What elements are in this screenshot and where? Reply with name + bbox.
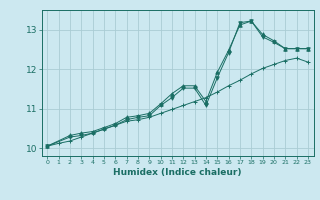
X-axis label: Humidex (Indice chaleur): Humidex (Indice chaleur)	[113, 168, 242, 177]
